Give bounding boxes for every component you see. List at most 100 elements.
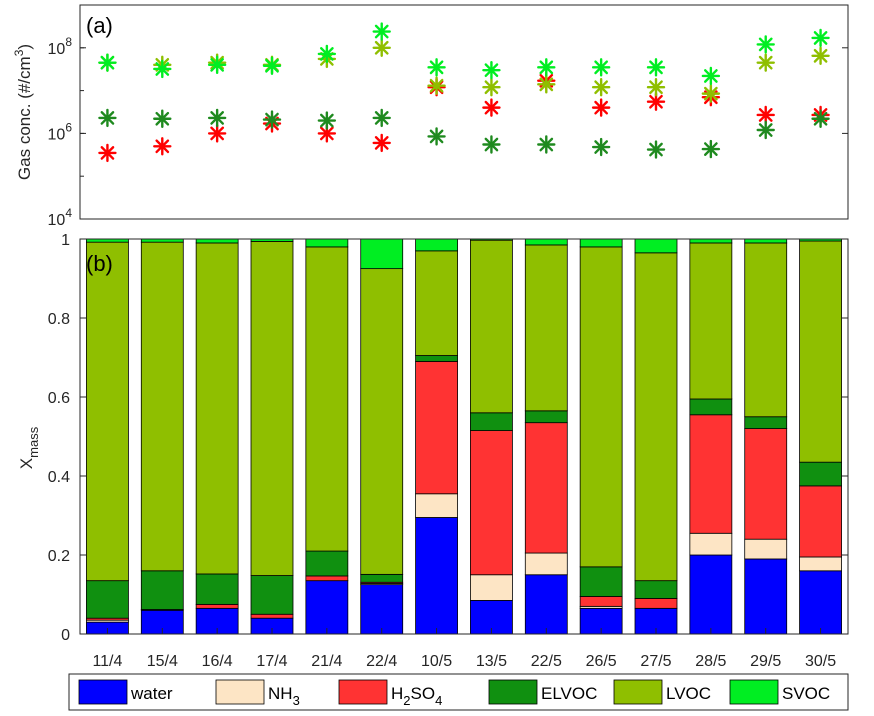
bar-segment-elvoc [634,580,678,599]
bar-segment-water [744,558,788,635]
bar-segment-elvoc [744,416,788,430]
panel-a-y-tick-base: 10 [48,212,66,229]
bar-segment-lvoc [689,242,733,400]
legend-label: water [130,684,173,703]
scatter-point-elvoc [482,135,501,154]
scatter-point-elvoc [207,108,227,128]
scatter-point-svoc [427,58,446,77]
legend-item-h2so4: H2SO4 [338,679,442,708]
bar-segment-water [360,584,404,635]
panel-a-y-tick-exp: 8 [65,35,72,49]
legend-item-nh3: NH3 [215,679,300,708]
bar-segment-h2so4 [689,414,733,534]
bar-segment-water [524,574,568,635]
bar-segment-h2so4 [524,422,568,554]
scatter-point-elvoc [153,109,172,128]
bar-segment-elvoc [470,412,513,431]
bar-segment-elvoc [524,410,568,424]
bar-segment-h2so4 [799,485,842,558]
bar-segment-lvoc [250,240,294,576]
panel-b-x-tick-label: 15/4 [147,653,178,670]
bar-segment-h2so4 [470,430,513,576]
panel-a-y-tick-label: 104 [48,206,73,229]
bar-segment-h2so4 [305,575,349,582]
bar-segment-nh3 [799,556,842,572]
bar-segment-lvoc [195,242,239,575]
panel-b-x-tick-label: 22/4 [366,653,397,670]
bar-segment-svoc [360,238,404,270]
legend-label: LVOC [666,684,711,703]
scatter-point-svoc [537,58,556,77]
bar-segment-svoc [415,238,458,252]
bar-segment-water [689,554,733,635]
bar-segment-svoc [524,238,568,246]
legend-swatch [215,679,265,705]
bar-segment-lvoc [799,240,842,463]
scatter-point-svoc [262,56,282,75]
scatter-point-h2so4 [207,124,227,143]
bar-segment-elvoc [415,355,458,362]
bar-segment-svoc [634,238,678,254]
bar-segment-lvoc [86,241,129,582]
scatter-point-elvoc [591,137,611,157]
panel-a-axes-frame [79,4,849,220]
panel-b-x-tick-label: 26/5 [586,653,617,670]
legend-item-svoc: SVOC [729,679,830,705]
panel-b-y-tick-label: 0.8 [48,311,70,328]
bar-segment-h2so4 [250,613,294,619]
bar-segment-h2so4 [415,361,458,495]
bar-segment-elvoc [195,573,239,605]
scatter-point-svoc [646,58,666,77]
bar-segment-water [799,570,842,635]
panel-b-y-tick-label: 0 [61,627,70,644]
bar-segment-nh3 [524,552,568,576]
scatter-point-lvoc [482,78,501,97]
bar-segment-lvoc [360,268,404,575]
scatter-point-lvoc [427,76,446,95]
bar-segment-lvoc [140,241,184,572]
panel-b-y-tick-label: 1 [61,232,70,249]
scatter-point-elvoc [811,109,830,128]
bar-segment-elvoc [579,566,623,597]
bar-segment-svoc [744,238,788,244]
scatter-point-elvoc [756,120,775,140]
bar-segment-svoc [305,238,349,248]
panel-b-x-tick-label: 10/5 [421,653,452,670]
panel-b-axes-frame [80,239,848,634]
scatter-point-svoc [756,35,775,54]
bar-segment-lvoc [415,250,458,356]
bar-segment-lvoc [634,252,678,582]
scatter-point-svoc [98,53,117,72]
panel-a-label: (a) [86,13,113,38]
bar-segment-h2so4 [195,603,239,609]
panel-b-y-tick-label: 0.6 [48,390,70,407]
panel-b-y-tick-label: 0.4 [48,469,70,486]
panel-b-mass-fraction: 00.20.40.60.81 11/4 15/4 16/4 17/4 21/4 22/4 1… [17,232,849,670]
scatter-point-elvoc [646,140,666,159]
bar-segment-elvoc [86,580,129,619]
scatter-point-h2so4 [482,98,501,117]
scatter-point-lvoc [372,38,391,57]
panel-b-y-tick-label: 0.2 [48,548,70,565]
panel-b-x-tick-label: 13/5 [476,653,507,670]
legend-label: NH3 [268,684,300,708]
scatter-point-elvoc [98,108,117,128]
scatter-point-elvoc [701,139,721,159]
bar-segment-elvoc [305,550,349,577]
scatter-point-svoc [153,59,172,79]
bar-segment-nh3 [744,538,788,560]
panel-b-x-tick-label: 28/5 [695,653,726,670]
bar-segment-nh3 [415,493,458,518]
scatter-point-h2so4 [756,105,775,125]
bar-segment-elvoc [140,570,184,610]
legend-swatch [729,679,779,705]
panel-b-label: (b) [86,251,113,276]
panel-b-y-ticks: 0 0.2 0.4 0.6 0.8 1 [48,232,848,644]
panel-b-x-tick-label: 11/4 [92,653,122,670]
panel-a-y-tick-label: 108 [48,35,73,58]
legend-swatch [613,679,663,705]
bar-segment-lvoc [470,239,513,414]
bar-segment-h2so4 [579,596,623,607]
